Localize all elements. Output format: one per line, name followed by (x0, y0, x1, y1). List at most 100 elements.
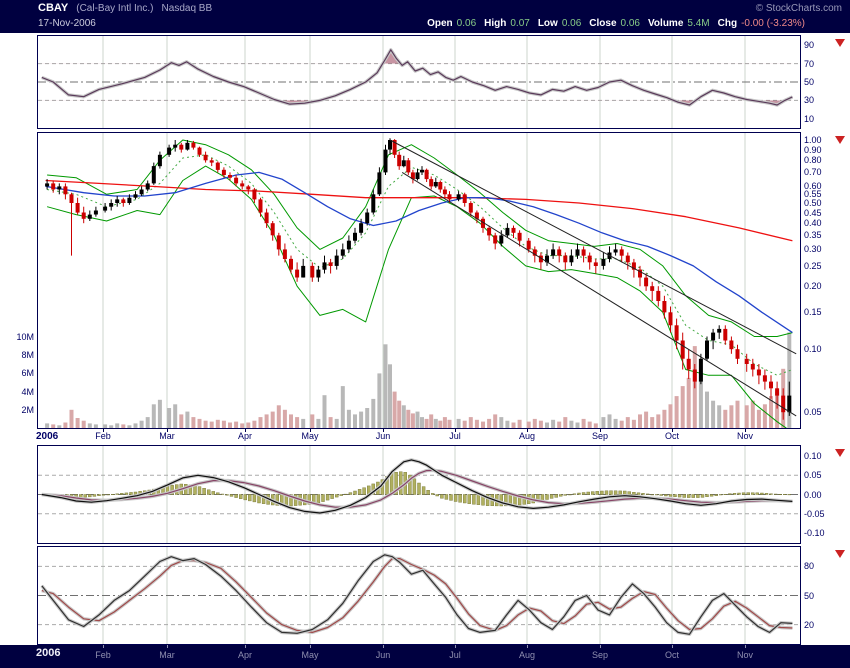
quote-label: Open (427, 18, 453, 29)
exchange-name: Nasdaq BB (161, 3, 213, 14)
sto-panel-menu-arrow[interactable] (835, 550, 845, 558)
quote-label: Volume (648, 18, 684, 29)
price-axis-label: 0.55 (804, 189, 822, 200)
quote-label: Low (537, 18, 558, 29)
quote-value: 0.06 (456, 18, 477, 29)
month-tick (526, 429, 528, 432)
price-axis-label: 0.40 (804, 218, 822, 229)
month-tick (245, 645, 247, 648)
month-tick (167, 429, 168, 432)
rsi-axis-label: 50 (804, 77, 815, 87)
month-tick (383, 429, 385, 432)
price-axis-label: 0.35 (804, 230, 822, 241)
volume-axis-label: 10M (16, 332, 34, 342)
rsi-panel (37, 35, 801, 129)
price-plot (45, 133, 797, 428)
month-tick (310, 645, 312, 648)
copyright-text: © StockCharts.com (755, 3, 842, 14)
month-label-mid: Sep (591, 431, 608, 441)
macd-axis-label: 0.00 (804, 489, 822, 500)
footer-bar (0, 645, 850, 668)
price-axis-label: 0.70 (804, 167, 822, 178)
month-label-bottom: Jun (375, 650, 391, 660)
price-axis-label: 0.80 (804, 155, 822, 166)
macd-panel-menu-arrow[interactable] (835, 449, 845, 457)
header-row-quote: 17-Nov-2006 Open 0.06 High 0.07 Low 0.06 Close… (0, 17, 850, 33)
quote-label: Chg (717, 18, 738, 29)
month-label-bottom: Feb (95, 650, 111, 660)
macd-panel (37, 445, 801, 544)
month-label-mid: Jun (375, 431, 391, 441)
month-label-mid: Oct (664, 431, 679, 441)
month-tick (599, 429, 601, 432)
month-label-bottom: Aug (518, 650, 535, 660)
rsi-axis-label: 30 (804, 95, 815, 106)
month-tick (102, 429, 104, 432)
month-tick (310, 429, 312, 432)
macd-axis-label: -0.10 (804, 527, 825, 538)
price-axis-label: 0.25 (804, 260, 822, 271)
month-tick (526, 645, 528, 648)
macd-plot (38, 446, 800, 543)
rsi-axis-label: 90 (804, 40, 815, 51)
header-row-title: CBAY (Cal-Bay Intl Inc.) Nasdaq BB © Sto… (0, 1, 850, 17)
month-label-mid: 2006 (36, 431, 59, 442)
month-tick (599, 645, 601, 648)
quote-value: 0.06 (620, 18, 640, 29)
month-label-mid: Mar (159, 431, 175, 441)
month-label-mid: Aug (518, 431, 535, 441)
month-label-bottom: Apr (238, 650, 253, 660)
sto-axis-label: 50 (804, 590, 815, 601)
title-group: CBAY (Cal-Bay Intl Inc.) Nasdaq BB (38, 2, 212, 14)
month-label-bottom: Sep (591, 650, 608, 660)
sto-plot (38, 547, 800, 644)
month-label-mid: Nov (736, 431, 753, 441)
volume-axis-label: 4M (21, 386, 34, 397)
price-axis-label: 0.90 (804, 144, 822, 155)
quote-value: 0.06 (561, 18, 582, 29)
month-label-mid: May (301, 431, 319, 441)
volume-axis-label: 2M (21, 404, 34, 415)
month-tick (167, 645, 168, 648)
price-panel (37, 132, 801, 429)
month-label-bottom: Nov (736, 650, 753, 660)
quote-label: High (484, 18, 507, 29)
price-axis-label: 0.30 (804, 244, 822, 255)
month-tick (671, 645, 673, 648)
header-bar: CBAY (Cal-Bay Intl Inc.) Nasdaq BB © Sto… (0, 0, 850, 33)
price-axis-label: 0.45 (804, 207, 822, 218)
macd-axis-label: 0.05 (804, 470, 822, 481)
rsi-axis-label: 70 (804, 58, 815, 69)
month-label-mid: Jul (449, 431, 461, 441)
month-tick (102, 645, 104, 648)
price-axis-label: 0.10 (804, 344, 822, 355)
month-tick (744, 429, 746, 432)
macd-axis-label: 0.10 (804, 451, 822, 461)
quote-value: 0.07 (510, 18, 530, 29)
volume-axis-label: 6M (21, 368, 34, 379)
rsi-panel-menu-arrow[interactable] (835, 39, 845, 47)
ticker-symbol: CBAY (38, 2, 69, 14)
month-label-bottom: Mar (159, 650, 175, 660)
price-axis-label: 1.00 (804, 134, 822, 145)
sto-axis-label: 80 (804, 561, 815, 572)
price-axis-label: 0.60 (804, 181, 822, 192)
price-axis-label: 0.05 (804, 407, 822, 418)
month-label-mid: Feb (95, 431, 111, 441)
month-tick (671, 429, 673, 432)
month-label-bottom: Jul (449, 650, 461, 660)
rsi-plot (38, 36, 800, 128)
price-axis-label: 0.20 (804, 281, 822, 292)
volume-axis-label: 8M (21, 350, 34, 361)
quote-value: 5.4M (687, 18, 710, 29)
macd-axis-label: -0.05 (804, 508, 825, 519)
quote-date: 17-Nov-2006 (38, 18, 96, 29)
month-tick (245, 429, 247, 432)
price-axis-label: 0.50 (804, 197, 822, 208)
month-tick (454, 429, 456, 432)
price-axis-label: 0.15 (804, 307, 822, 318)
price-panel-menu-arrow[interactable] (835, 136, 845, 144)
month-label-bottom: 2006 (36, 647, 61, 659)
month-label-bottom: Oct (664, 650, 679, 660)
